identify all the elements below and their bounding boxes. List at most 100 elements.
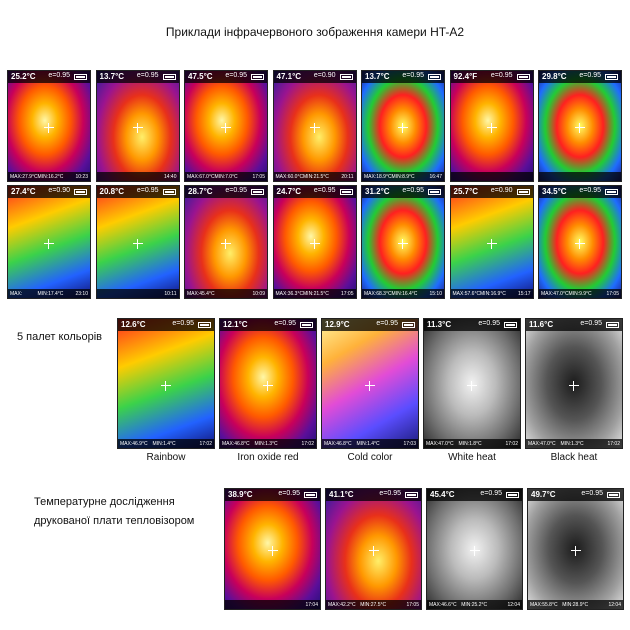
center-temperature: 92.4°F	[453, 72, 478, 81]
time-stamp: 15:17	[517, 291, 531, 297]
battery-icon	[162, 189, 176, 195]
max-temperature: MAX:68.3°C	[364, 291, 392, 297]
status-bar-top	[225, 489, 320, 501]
crosshair-icon	[309, 239, 320, 250]
palette-image: 11.3°C e=0.95 MAX:47.0°C MIN:1.8°C 17:02	[423, 318, 521, 449]
thermal-image-row2: 27.4°C e=0.90 MAX: MIN:17.4°C 23:10	[7, 185, 91, 299]
status-bar-bottom	[326, 600, 421, 609]
crosshair-icon	[486, 239, 497, 250]
time-stamp: 17:02	[607, 441, 620, 447]
status-bar-top	[118, 319, 214, 331]
emissivity-value: e=0.95	[478, 320, 500, 327]
center-temperature: 13.7°C	[99, 72, 125, 81]
crosshair-icon	[365, 381, 375, 392]
max-temperature: MAX:46.6°C	[429, 602, 457, 608]
min-temperature: MIN:21.5°C	[303, 291, 329, 297]
status-bar-top	[96, 186, 179, 198]
center-temperature: 12.6°C	[121, 320, 146, 329]
min-temperature: MIN:9.9°C	[568, 291, 592, 297]
emissivity-value: e=0.95	[480, 490, 502, 497]
status-bar-top	[539, 71, 621, 83]
status-bar-bottom	[8, 289, 90, 298]
time-stamp: 17:05	[606, 291, 619, 297]
thermal-image-row2: 28.7°C e=0.95 MAX:45.4°C 10:09	[184, 185, 268, 299]
center-temperature: 12.9°C	[325, 320, 350, 329]
status-bar-top	[273, 186, 356, 198]
status-bar-bottom	[273, 172, 356, 181]
palettes-section-label: 5 палет кольорів	[17, 331, 102, 343]
emissivity-value: e=0.95	[376, 320, 398, 327]
emissivity-value: e=0.95	[379, 490, 401, 497]
emissivity-value: e=0.95	[402, 187, 424, 194]
status-bar-top	[185, 186, 267, 198]
time-stamp: 17:04	[305, 602, 318, 608]
crosshair-icon	[368, 546, 379, 557]
status-bar-top	[220, 319, 316, 331]
crosshair-icon	[309, 123, 320, 134]
status-bar-bottom	[96, 289, 179, 298]
status-bar-top	[273, 71, 356, 83]
max-temperature: MAX:	[10, 291, 23, 297]
status-bar-top	[424, 319, 520, 331]
min-temperature: MIN:16.9°C	[480, 291, 506, 297]
crosshair-icon	[486, 123, 497, 134]
center-temperature: 12.1°C	[223, 320, 248, 329]
battery-icon	[251, 189, 264, 195]
thermal-image-row1: 13.7°C e=0.95 14:40	[95, 70, 180, 182]
emissivity-value: e=0.95	[225, 72, 247, 79]
max-temperature: MAX:27.9°C	[10, 174, 38, 180]
min-temperature: MIN:1.8°C	[458, 441, 482, 447]
crosshair-icon	[132, 239, 143, 250]
center-temperature: 29.8°C	[542, 72, 567, 81]
crosshair-icon	[267, 546, 278, 557]
max-temperature: MAX:57.6°C	[452, 291, 481, 297]
status-bar-bottom	[450, 172, 533, 181]
center-temperature: 47.1°C	[276, 72, 302, 81]
center-temperature: 11.3°C	[427, 320, 452, 329]
center-temperature: 24.7°C	[276, 187, 302, 196]
status-bar-bottom	[424, 439, 520, 448]
battery-icon	[300, 322, 313, 328]
time-stamp: 17:03	[403, 441, 416, 447]
thermal-image-row2: 24.7°C e=0.95 MAX:36.3°C MIN:21.5°C 17:05	[272, 185, 357, 299]
palette-image: 11.6°C e=0.95 MAX:47.0°C MIN:1.3°C 17:02	[525, 318, 623, 449]
min-temperature: MIN:1.3°C	[254, 441, 278, 447]
thermal-image-row2: 25.7°C e=0.90 MAX:57.6°C MIN:16.9°C 15:17	[449, 185, 534, 299]
status-bar-bottom	[96, 172, 179, 181]
palette-name: Iron oxide red	[237, 452, 299, 463]
battery-icon	[198, 322, 211, 328]
min-temperature: MIN:16.4°C	[391, 291, 418, 297]
time-stamp: 17:02	[505, 441, 518, 447]
battery-icon	[405, 492, 418, 498]
emissivity-value: e=0.95	[579, 187, 601, 194]
time-stamp: 16:47	[429, 174, 442, 180]
status-bar-bottom	[225, 600, 320, 609]
min-temperature: MIN:1.4°C	[152, 441, 176, 447]
min-temperature: MIN:28.9°C	[562, 602, 589, 608]
battery-icon	[606, 322, 619, 328]
emissivity-value: e=0.95	[490, 72, 513, 79]
max-temperature: MAX:47.0°C	[541, 291, 569, 297]
status-bar-top	[362, 186, 444, 198]
status-bar-bottom	[185, 289, 267, 298]
status-bar-bottom	[539, 289, 621, 298]
crosshair-icon	[161, 381, 171, 392]
crosshair-icon	[44, 123, 54, 134]
battery-icon	[402, 322, 415, 328]
center-temperature: 38.9°C	[228, 490, 253, 499]
max-temperature: MAX:47.0°C	[426, 441, 454, 447]
pcb-thermal-image: 45.4°C e=0.95 MAX:46.6°C MIN:25.2°C 12:04	[426, 488, 523, 610]
status-bar-top	[8, 71, 90, 83]
thermal-image-row2: 34.5°C e=0.95 MAX:47.0°C MIN:9.9°C 17:05	[538, 185, 622, 299]
center-temperature: 28.7°C	[188, 187, 213, 196]
max-temperature: MAX:67.0°C	[187, 174, 215, 180]
thermal-image-row2: 31.2°C e=0.95 MAX:68.3°C MIN:16.4°C 15:10	[361, 185, 445, 299]
status-bar-bottom	[118, 439, 214, 448]
max-temperature: MAX:60.0°C	[275, 174, 304, 180]
center-temperature: 31.2°C	[365, 187, 390, 196]
min-temperature: MIN:1.4°C	[356, 441, 380, 447]
time-stamp: 10:23	[75, 174, 88, 180]
thermal-image-row2: 20.8°C e=0.95 10:11	[95, 185, 180, 299]
battery-icon	[74, 189, 87, 195]
max-temperature: MAX:46.9°C	[120, 441, 148, 447]
